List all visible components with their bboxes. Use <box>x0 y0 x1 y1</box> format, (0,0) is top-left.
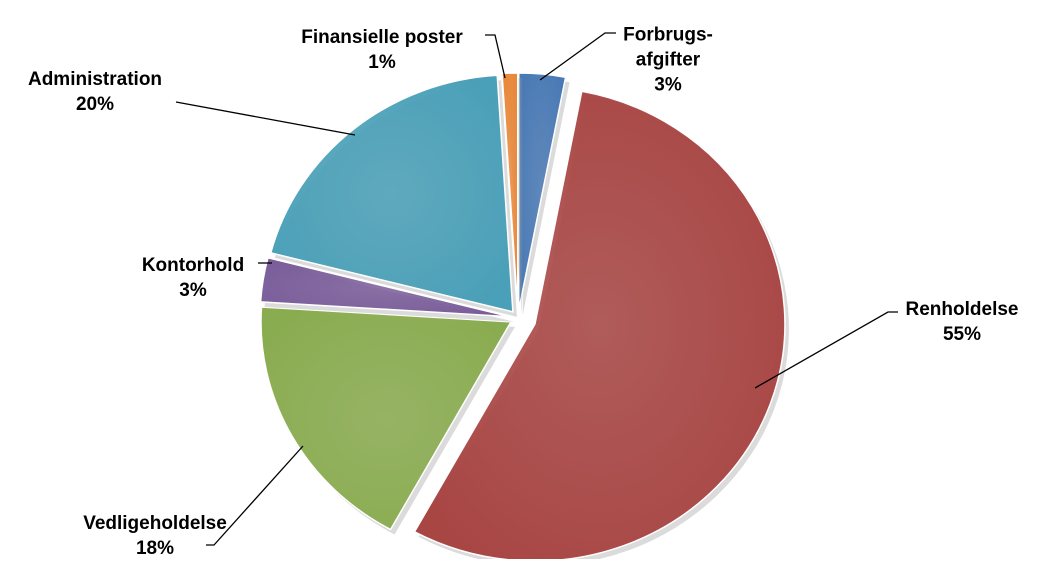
value-label: 3% <box>654 74 682 96</box>
pie-slice <box>518 72 567 311</box>
slice-label: Forbrugs- afgifter 3% <box>623 23 713 98</box>
leader-line <box>206 445 304 546</box>
leader-line <box>485 34 506 79</box>
slice-label: Administration 20% <box>28 67 162 117</box>
category-label: Renholdelse <box>905 299 1019 320</box>
value-label: 55% <box>942 324 982 345</box>
category-label: Vedligeholdelse <box>83 513 227 534</box>
pie-slice <box>259 256 511 318</box>
leader-line <box>175 101 356 136</box>
category-label: Kontorhold <box>141 255 245 276</box>
leader-line <box>754 311 898 389</box>
slice-label: Vedligeholdelse 18% <box>83 511 227 561</box>
pie-slice <box>501 72 519 311</box>
category-label: Finansielle poster <box>301 27 463 48</box>
slice-label: Renholdelse 55% <box>906 297 1019 347</box>
leader-line <box>539 32 616 81</box>
value-label: 3% <box>179 280 207 301</box>
pie-slice <box>413 90 786 559</box>
pie-slice <box>269 74 514 313</box>
value-label: 1% <box>368 52 396 73</box>
pie-slice <box>260 306 513 531</box>
category-label: Administration <box>27 69 163 90</box>
slice-label: Finansielle poster 1% <box>301 25 463 75</box>
category-label: Forbrugs- afgifter <box>623 24 713 71</box>
slice-label: Kontorhold 3% <box>142 253 244 303</box>
value-label: 18% <box>135 538 175 559</box>
value-label: 20% <box>75 94 115 115</box>
